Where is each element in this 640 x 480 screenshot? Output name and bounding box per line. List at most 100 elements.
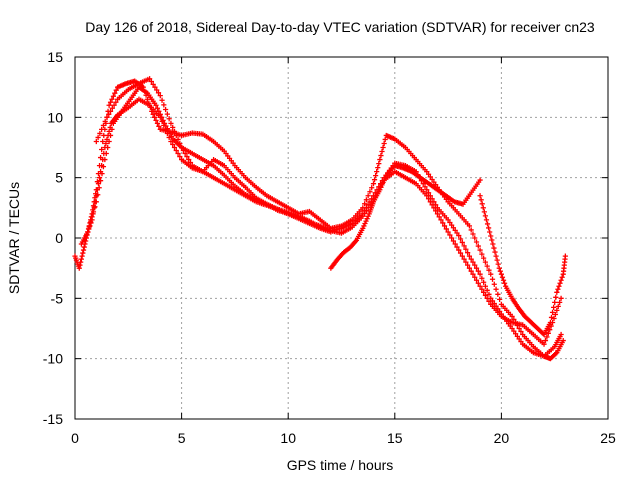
- data-point-marker: [480, 205, 486, 211]
- data-point-marker: [553, 294, 559, 300]
- data-point-marker: [168, 138, 174, 145]
- series-trace-4: [93, 76, 334, 235]
- data-point-marker: [86, 226, 92, 232]
- data-point-marker: [481, 289, 487, 295]
- data-point-marker: [103, 140, 109, 147]
- data-point-marker: [470, 271, 476, 277]
- data-point-marker: [465, 250, 471, 256]
- data-point-marker: [177, 140, 183, 147]
- data-point-marker: [362, 220, 368, 227]
- data-point-marker: [164, 130, 170, 137]
- data-point-marker: [81, 244, 87, 250]
- data-point-marker: [101, 150, 107, 157]
- data-point-marker: [367, 189, 373, 195]
- data-point-marker: [475, 268, 481, 274]
- data-point-marker: [160, 117, 166, 123]
- data-point-marker: [555, 303, 561, 309]
- x-tick-label: 20: [494, 430, 510, 446]
- data-point-marker: [154, 87, 160, 93]
- data-point-marker: [447, 232, 453, 238]
- data-point-marker: [369, 185, 375, 191]
- data-point-marker: [484, 295, 490, 301]
- data-point-marker: [559, 274, 565, 280]
- data-point-marker: [364, 216, 370, 222]
- data-point-marker: [558, 295, 564, 301]
- data-point-marker: [454, 244, 460, 250]
- data-point-marker: [495, 261, 501, 267]
- data-point-marker: [475, 243, 481, 249]
- data-point-marker: [479, 286, 485, 292]
- data-point-marker: [360, 213, 366, 219]
- data-point-marker: [436, 214, 442, 220]
- data-point-marker: [150, 81, 156, 87]
- data-point-marker: [425, 196, 432, 202]
- data-point-marker: [153, 102, 159, 108]
- data-point-marker: [473, 239, 480, 245]
- data-point-marker: [100, 122, 107, 128]
- data-point-marker: [361, 210, 368, 217]
- data-point-marker: [161, 122, 167, 128]
- data-point-marker: [84, 232, 90, 238]
- data-point-marker: [431, 179, 437, 185]
- data-point-marker: [113, 87, 119, 93]
- data-point-marker: [558, 331, 564, 338]
- data-point-marker: [456, 247, 462, 253]
- data-point-marker: [161, 102, 167, 108]
- data-point-marker: [78, 259, 84, 265]
- data-point-marker: [100, 138, 106, 145]
- data-point-marker: [560, 337, 566, 344]
- data-point-marker: [443, 226, 449, 232]
- data-point-marker: [556, 283, 562, 289]
- x-tick-label: 15: [387, 430, 403, 446]
- data-point-marker: [107, 99, 114, 105]
- data-point-marker: [488, 233, 494, 239]
- data-point-marker: [456, 232, 462, 239]
- data-point-marker: [148, 78, 154, 85]
- data-point-marker: [483, 217, 490, 223]
- data-point-marker: [169, 133, 175, 140]
- data-point-marker: [489, 237, 495, 243]
- data-point-marker: [509, 313, 515, 320]
- data-point-marker: [104, 114, 110, 120]
- data-point-marker: [175, 136, 181, 143]
- data-point-marker: [97, 178, 104, 184]
- data-point-marker: [97, 130, 103, 137]
- y-tick-label: 0: [55, 230, 63, 246]
- data-point-marker: [177, 153, 183, 160]
- data-point-marker: [514, 333, 520, 339]
- data-point-marker: [466, 253, 473, 259]
- data-point-marker: [551, 315, 557, 322]
- data-point-marker: [163, 106, 169, 113]
- data-point-marker: [499, 274, 506, 280]
- data-point-marker: [100, 156, 106, 163]
- data-point-marker: [104, 136, 110, 143]
- data-point-marker: [111, 102, 117, 108]
- data-point-marker: [452, 241, 458, 247]
- data-point-marker: [552, 299, 558, 305]
- y-tick-label: -10: [43, 351, 63, 367]
- data-point-marker: [371, 177, 378, 183]
- data-point-marker: [518, 338, 524, 345]
- data-point-marker: [175, 150, 181, 157]
- data-point-marker: [378, 184, 384, 190]
- data-point-marker: [477, 193, 483, 199]
- data-point-marker: [557, 299, 563, 305]
- grid-lines: [75, 57, 608, 419]
- data-point-marker: [459, 253, 465, 259]
- data-point-marker: [106, 111, 112, 117]
- data-point-marker: [85, 229, 91, 235]
- data-point-marker: [463, 259, 469, 265]
- data-point-marker: [424, 187, 430, 193]
- data-point-marker: [478, 197, 484, 203]
- x-tick-label: 0: [71, 430, 79, 446]
- data-point-marker: [424, 169, 430, 175]
- data-point-marker: [461, 243, 467, 249]
- data-point-marker: [425, 171, 432, 177]
- data-point-marker: [544, 334, 550, 340]
- data-point-marker: [425, 190, 432, 196]
- data-point-marker: [445, 217, 451, 223]
- data-point-marker: [99, 146, 105, 153]
- data-point-marker: [186, 156, 192, 163]
- data-point-marker: [151, 114, 158, 120]
- data-point-marker: [363, 218, 369, 224]
